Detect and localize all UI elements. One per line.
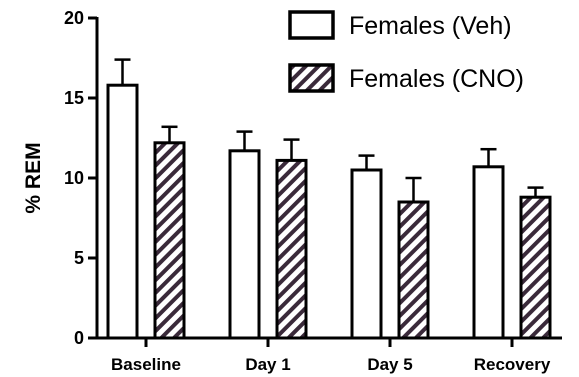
y-tick-label: 0 [74, 328, 84, 348]
legend-label: Females (CNO) [349, 65, 524, 93]
x-tick-label: Recovery [474, 355, 551, 374]
legend-swatch [288, 10, 335, 40]
x-tick-label: Day 1 [245, 355, 290, 374]
legend: Females (Veh) Females (CNO) [288, 10, 524, 93]
x-tick-label: Day 5 [367, 355, 412, 374]
legend-swatch [288, 63, 335, 93]
legend-label: Females (Veh) [349, 12, 512, 40]
bars [106, 58, 552, 340]
bar-veh [106, 83, 139, 340]
y-tick-label: 10 [64, 168, 84, 188]
y-axis: 0 5 10 15 20 [64, 8, 99, 348]
bar-veh [472, 165, 505, 340]
bar-cno [153, 141, 186, 340]
y-axis-label: % REM [22, 142, 45, 213]
bar-cno [519, 195, 552, 340]
bar-cno [397, 200, 430, 340]
bar-veh [350, 168, 383, 340]
y-tick-label: 5 [74, 248, 84, 268]
bar-cno [275, 158, 308, 340]
y-tick-label: 15 [64, 88, 84, 108]
x-axis: Baseline Day 1 Day 5 Recovery [95, 336, 562, 374]
x-tick-label: Baseline [111, 355, 181, 374]
bar-veh [228, 149, 261, 340]
y-tick-label: 20 [64, 8, 84, 28]
